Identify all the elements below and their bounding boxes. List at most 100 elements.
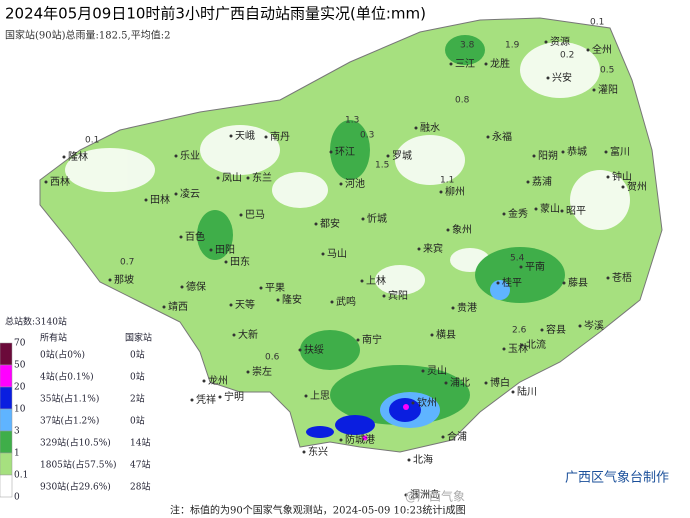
place-name: 恭城 [567,146,587,158]
station-dot [604,150,608,154]
place-name: 昭平 [566,205,586,217]
place-name: 田林 [150,193,170,206]
legend-swatch [0,474,13,498]
place-name: 凌云 [180,187,200,200]
legend-national: 47站 [130,459,150,471]
place-name: 富川 [610,145,630,158]
station-dot [546,76,550,80]
legend-all: 4站(占0.1%) [40,371,94,383]
station-dot [329,150,333,154]
place-name: 横县 [436,328,456,341]
station-dot [586,48,590,52]
place-name: 东兴 [308,445,328,458]
legend-national: 28站 [130,481,150,493]
station-dot [174,154,178,158]
station-dot [44,180,48,184]
reading: 2.6 [512,326,527,336]
reading: 1.1 [440,176,454,186]
place-name: 钟山 [612,170,632,183]
place-name: 南宁 [362,333,382,346]
place-name: 平果 [265,282,285,294]
station-dot [520,343,524,347]
legend-level: 0.1 [14,471,28,481]
legend-all: 35站(占1.1%) [40,393,99,405]
station-dot [484,381,488,385]
place-name: 象州 [452,224,472,236]
place-name: 武鸣 [336,295,356,308]
place-name: 三江 [455,58,475,70]
place-name: 西林 [50,175,70,188]
footnote: 注：标值的为90个国家气象观测站，2024-05-09 10:23统计i成图 [170,504,466,517]
place-name: 藤县 [568,277,588,289]
station-dot [606,276,610,280]
place-name: 永福 [492,130,512,143]
reading: 0.2 [560,51,574,61]
place-name: 天峨 [235,130,255,142]
place-name: 南丹 [270,130,290,143]
place-name: 合浦 [447,430,467,443]
dry-patches [65,42,630,295]
station-dot [360,279,364,283]
station-dot [304,394,308,398]
subtitle: 国家站(90站)总雨量:182.5,平均值:2 [5,29,170,42]
reading: 0.3 [360,131,374,141]
station-dot [540,328,544,332]
reading: 1.9 [505,41,520,51]
place-name: 都安 [320,217,340,230]
place-name: 全州 [592,43,612,56]
reading: 0.8 [455,96,470,106]
legend-national: 0站 [130,349,145,361]
legend-swatch [0,342,13,366]
place-name: 陆川 [517,385,537,398]
station-dot [407,458,411,462]
place-name: 宁明 [224,390,244,403]
station-dot [486,135,490,139]
place-name: 柳州 [445,185,465,198]
station-dot [232,333,236,337]
station-dot [386,154,390,158]
place-name: 灌阳 [598,84,618,96]
station-dot [259,286,263,290]
station-dot [606,175,610,179]
place-name: 凤山 [222,172,242,184]
legend-level: 10 [14,405,26,415]
station-dot [561,150,565,154]
station-dot [544,40,548,44]
place-name: 蒙山 [540,202,560,215]
legend-swatch [0,408,13,432]
station-dot [446,228,450,232]
place-name: 巴马 [245,209,265,221]
place-name: 隆林 [68,150,88,163]
place-name: 扶绥 [304,343,324,356]
place-name: 博白 [490,376,510,389]
place-name: 平南 [525,260,545,273]
station-dot [496,281,500,285]
legend-header: 国家站 [125,332,152,344]
station-dot [209,248,213,252]
place-name: 上林 [366,274,386,287]
station-dot [511,390,515,394]
station-dot [302,450,306,454]
legend-swatch [0,452,13,476]
place-name: 百色 [185,230,205,243]
station-dot [239,213,243,217]
legend-all: 930站(占29.6%) [40,481,111,493]
station-dot [62,155,66,159]
place-name: 罗城 [392,150,412,162]
station-dot [404,493,408,497]
legend-level: 20 [14,383,26,393]
place-name: 那坡 [114,273,134,286]
reading: 5.4 [510,254,525,264]
place-name: 龙胜 [490,57,510,70]
station-dot [421,369,425,373]
place-name: 桂平 [502,276,522,289]
station-dot [174,192,178,196]
place-name: 马山 [327,248,347,260]
place-name: 上思 [310,390,330,402]
legend-national: 0站 [130,415,145,427]
station-dot [314,222,318,226]
place-name: 来宾 [423,242,443,255]
place-name: 贵港 [457,301,477,314]
